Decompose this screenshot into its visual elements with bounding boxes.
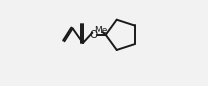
Text: O: O (90, 30, 98, 40)
Text: Me: Me (94, 26, 108, 35)
